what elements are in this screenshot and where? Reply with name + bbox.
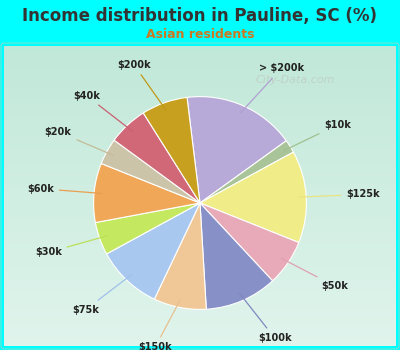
FancyBboxPatch shape — [4, 322, 396, 328]
FancyBboxPatch shape — [4, 106, 396, 112]
Text: $20k: $20k — [45, 127, 114, 155]
Text: Income distribution in Pauline, SC (%): Income distribution in Pauline, SC (%) — [22, 7, 378, 25]
FancyBboxPatch shape — [4, 76, 396, 82]
FancyBboxPatch shape — [4, 208, 396, 214]
FancyBboxPatch shape — [4, 220, 396, 226]
Wedge shape — [114, 113, 200, 203]
Wedge shape — [106, 203, 200, 299]
FancyBboxPatch shape — [4, 256, 396, 262]
FancyBboxPatch shape — [4, 202, 396, 208]
FancyBboxPatch shape — [4, 292, 396, 298]
Text: $50k: $50k — [282, 258, 348, 291]
FancyBboxPatch shape — [4, 226, 396, 232]
Wedge shape — [187, 97, 286, 203]
Text: $150k: $150k — [138, 300, 180, 350]
FancyBboxPatch shape — [4, 286, 396, 292]
FancyBboxPatch shape — [4, 82, 396, 88]
FancyBboxPatch shape — [4, 46, 396, 52]
Wedge shape — [200, 203, 299, 281]
Wedge shape — [200, 141, 294, 203]
Text: City-Data.com: City-Data.com — [255, 75, 335, 85]
FancyBboxPatch shape — [4, 70, 396, 76]
FancyBboxPatch shape — [4, 268, 396, 274]
FancyBboxPatch shape — [4, 142, 396, 148]
FancyBboxPatch shape — [4, 112, 396, 118]
FancyBboxPatch shape — [4, 238, 396, 244]
FancyBboxPatch shape — [4, 310, 396, 316]
FancyBboxPatch shape — [4, 214, 396, 220]
FancyBboxPatch shape — [4, 232, 396, 238]
FancyBboxPatch shape — [4, 274, 396, 280]
Wedge shape — [96, 203, 200, 254]
Text: $60k: $60k — [27, 184, 102, 194]
FancyBboxPatch shape — [4, 148, 396, 154]
FancyBboxPatch shape — [4, 298, 396, 304]
Text: $200k: $200k — [117, 60, 166, 111]
FancyBboxPatch shape — [4, 178, 396, 184]
FancyBboxPatch shape — [4, 334, 396, 340]
FancyBboxPatch shape — [4, 160, 396, 166]
Text: $125k: $125k — [298, 189, 380, 199]
FancyBboxPatch shape — [4, 172, 396, 178]
Text: $75k: $75k — [72, 274, 132, 315]
FancyBboxPatch shape — [4, 88, 396, 94]
Text: Asian residents: Asian residents — [146, 28, 254, 42]
Wedge shape — [143, 97, 200, 203]
Wedge shape — [101, 140, 200, 203]
Text: $100k: $100k — [240, 293, 292, 343]
Text: > $200k: > $200k — [240, 63, 304, 113]
FancyBboxPatch shape — [4, 250, 396, 256]
Wedge shape — [200, 203, 272, 309]
FancyBboxPatch shape — [4, 118, 396, 124]
FancyBboxPatch shape — [4, 244, 396, 250]
FancyBboxPatch shape — [4, 184, 396, 190]
FancyBboxPatch shape — [4, 166, 396, 172]
FancyBboxPatch shape — [4, 64, 396, 70]
FancyBboxPatch shape — [4, 154, 396, 160]
Wedge shape — [200, 152, 306, 243]
FancyBboxPatch shape — [4, 52, 396, 58]
FancyBboxPatch shape — [4, 262, 396, 268]
FancyBboxPatch shape — [4, 196, 396, 202]
FancyBboxPatch shape — [4, 94, 396, 100]
Text: $40k: $40k — [73, 91, 132, 131]
FancyBboxPatch shape — [4, 280, 396, 286]
FancyBboxPatch shape — [4, 304, 396, 310]
FancyBboxPatch shape — [4, 190, 396, 196]
FancyBboxPatch shape — [4, 316, 396, 322]
Text: $10k: $10k — [284, 120, 351, 151]
Text: $30k: $30k — [35, 236, 107, 257]
FancyBboxPatch shape — [4, 130, 396, 136]
Wedge shape — [154, 203, 206, 309]
FancyBboxPatch shape — [4, 136, 396, 142]
Wedge shape — [94, 163, 200, 223]
FancyBboxPatch shape — [4, 340, 396, 346]
FancyBboxPatch shape — [4, 58, 396, 64]
FancyBboxPatch shape — [4, 124, 396, 130]
FancyBboxPatch shape — [4, 100, 396, 106]
FancyBboxPatch shape — [4, 328, 396, 334]
